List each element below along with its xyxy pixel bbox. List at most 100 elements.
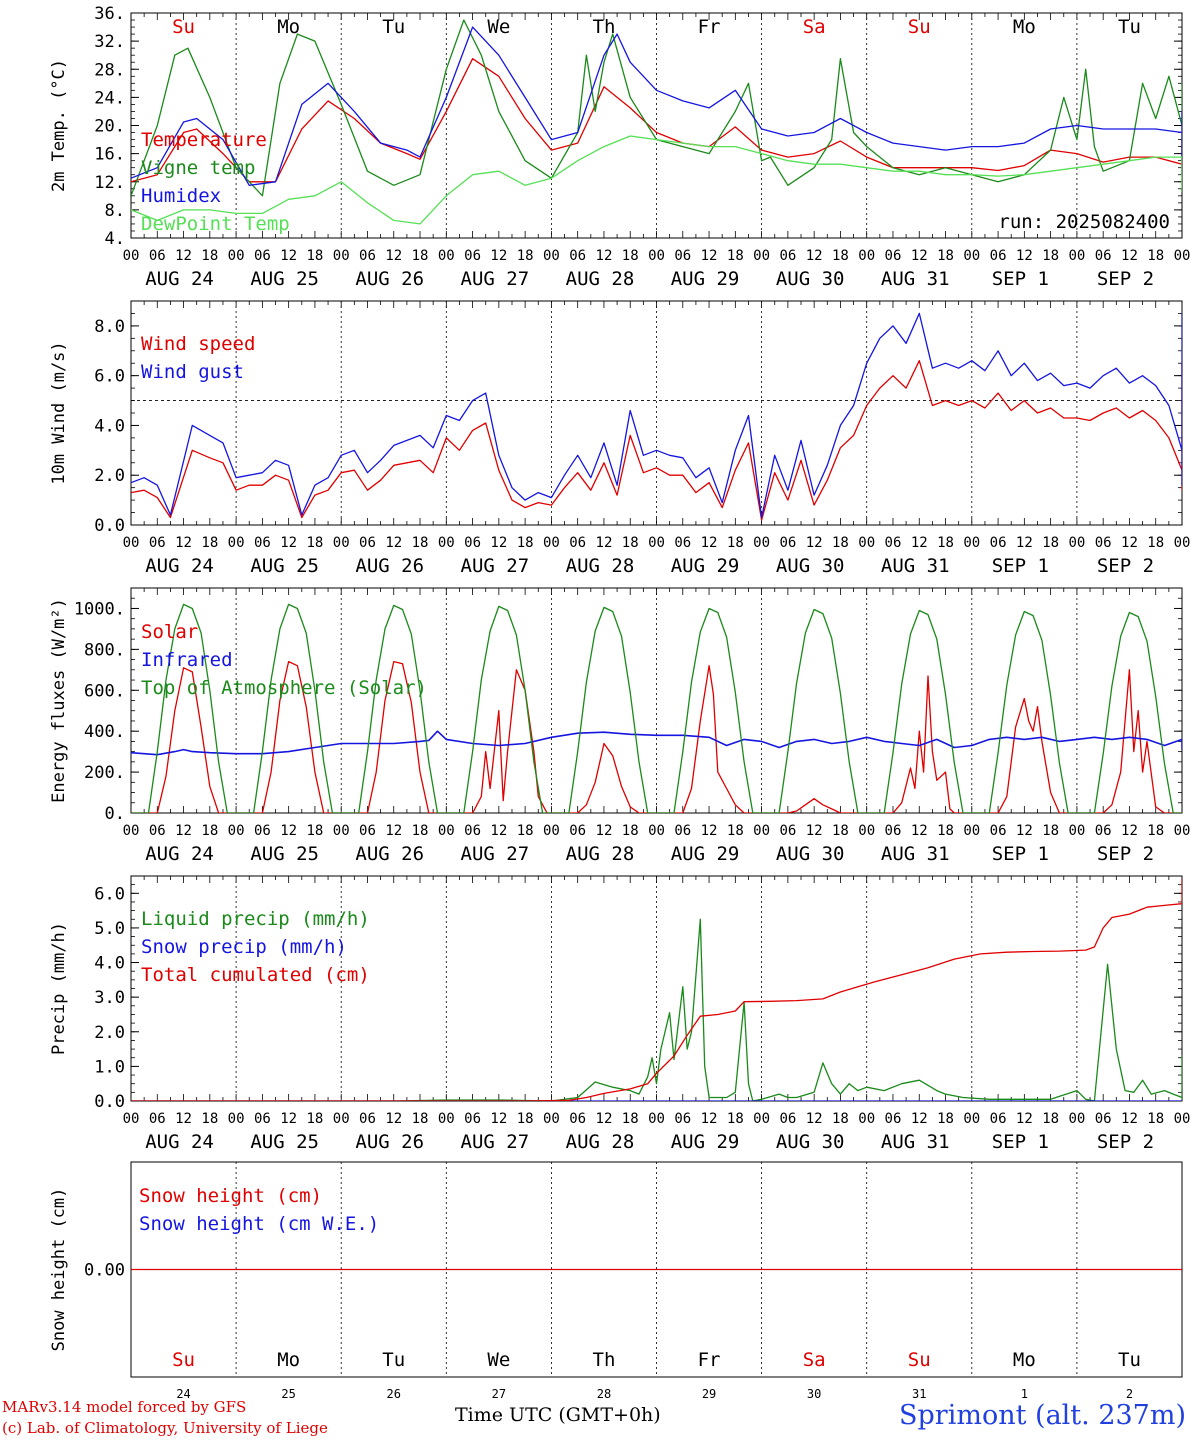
x-hour-label: 18 bbox=[727, 823, 744, 839]
day-number: 30 bbox=[807, 1387, 821, 1401]
legend-entry: Snow height (cm) bbox=[139, 1185, 322, 1207]
y-tick-label: 12. bbox=[94, 173, 125, 193]
x-hour-label: 00 bbox=[228, 823, 245, 839]
panel-2: 8.0 6.0 4.0 2.0 0.0 10m Wind (m/s) Wind speed W… bbox=[49, 300, 1190, 577]
x-hour-label: 18 bbox=[1147, 1111, 1164, 1127]
x-hour-label: 18 bbox=[1042, 535, 1059, 551]
day-label: Th bbox=[593, 16, 616, 38]
x-hour-label: 00 bbox=[1068, 1111, 1085, 1127]
x-hour-label: 18 bbox=[622, 823, 639, 839]
x-hour-label: 00 bbox=[228, 1111, 245, 1127]
x-date-label: AUG 30 bbox=[776, 843, 845, 865]
x-hour-label: 06 bbox=[569, 248, 586, 264]
x-hour-label: 06 bbox=[254, 1111, 271, 1127]
y-tick-label: 2.0 bbox=[94, 1023, 125, 1043]
x-hour-label: 18 bbox=[727, 248, 744, 264]
day-label: Fr bbox=[698, 16, 721, 38]
legend-entry: Snow precip (mm/h) bbox=[141, 936, 347, 958]
legend-entry: Infrared bbox=[141, 649, 233, 671]
x-date-label: AUG 28 bbox=[566, 843, 635, 865]
x-hour-label: 12 bbox=[1121, 1111, 1138, 1127]
x-date-label: SEP 1 bbox=[992, 268, 1049, 290]
y-tick-label: 20. bbox=[94, 117, 125, 137]
x-hour-label: 12 bbox=[490, 535, 507, 551]
x-date-label: AUG 31 bbox=[881, 843, 950, 865]
x-hour-label: 12 bbox=[596, 823, 613, 839]
x-hour-label: 06 bbox=[569, 535, 586, 551]
x-hour-label: 06 bbox=[254, 823, 271, 839]
series-line-solar bbox=[131, 660, 1182, 813]
x-hour-label: 12 bbox=[1016, 535, 1033, 551]
legend-entry: Vigne temp bbox=[141, 157, 255, 179]
x-hour-label: 18 bbox=[306, 248, 323, 264]
day-label: Tu bbox=[382, 1349, 405, 1371]
x-date-label: AUG 24 bbox=[145, 1131, 214, 1153]
x-date-label: AUG 29 bbox=[671, 268, 740, 290]
x-hour-label: 00 bbox=[1068, 535, 1085, 551]
x-hour-label: 00 bbox=[123, 248, 140, 264]
x-hour-label: 06 bbox=[990, 535, 1007, 551]
y-tick-label: 6.0 bbox=[94, 367, 125, 387]
x-hour-label: 00 bbox=[333, 535, 350, 551]
x-hour-label: 00 bbox=[648, 1111, 665, 1127]
x-hour-label: 06 bbox=[149, 1111, 166, 1127]
x-hour-label: 06 bbox=[779, 248, 796, 264]
x-hour-label: 12 bbox=[911, 1111, 928, 1127]
x-hour-label: 00 bbox=[858, 248, 875, 264]
day-label: Sa bbox=[803, 1349, 826, 1371]
x-hour-label: 00 bbox=[648, 823, 665, 839]
y-tick-label: 28. bbox=[94, 60, 125, 80]
x-hour-label: 00 bbox=[543, 823, 560, 839]
x-hour-label: 12 bbox=[806, 535, 823, 551]
x-hour-label: 06 bbox=[990, 248, 1007, 264]
credit-model: MARv3.14 model forced by GFS bbox=[2, 1398, 247, 1416]
x-date-label: AUG 28 bbox=[566, 1131, 635, 1153]
x-date-label: AUG 26 bbox=[355, 555, 424, 577]
y-tick-label: 32. bbox=[94, 32, 125, 52]
x-hour-label: 00 bbox=[858, 823, 875, 839]
x-hour-label: 00 bbox=[648, 248, 665, 264]
x-hour-label: 12 bbox=[280, 823, 297, 839]
x-hour-label: 18 bbox=[517, 248, 534, 264]
x-hour-label: 12 bbox=[175, 823, 192, 839]
credit-lab: (c) Lab. of Climatology, University of L… bbox=[2, 1419, 328, 1437]
x-date-label: AUG 27 bbox=[461, 268, 530, 290]
x-hour-label: 06 bbox=[674, 1111, 691, 1127]
x-date-label: AUG 26 bbox=[355, 268, 424, 290]
x-hour-label: 12 bbox=[701, 535, 718, 551]
series-line-total-cumulated-cm- bbox=[131, 878, 1182, 1101]
series-line-humidex bbox=[131, 26, 1182, 186]
y-tick-label: 8.0 bbox=[94, 317, 125, 337]
day-label: We bbox=[487, 1349, 510, 1371]
x-date-label: SEP 2 bbox=[1097, 1131, 1154, 1153]
x-hour-label: 06 bbox=[885, 1111, 902, 1127]
x-hour-label: 00 bbox=[858, 1111, 875, 1127]
x-hour-label: 18 bbox=[832, 823, 849, 839]
x-hour-label: 00 bbox=[1174, 1111, 1191, 1127]
x-hour-label: 18 bbox=[201, 535, 218, 551]
y-tick-label: 200. bbox=[84, 763, 125, 783]
x-date-label: AUG 29 bbox=[671, 1131, 740, 1153]
x-date-label: AUG 26 bbox=[355, 843, 424, 865]
x-hour-label: 18 bbox=[1147, 823, 1164, 839]
x-hour-label: 12 bbox=[1016, 823, 1033, 839]
x-hour-label: 12 bbox=[911, 823, 928, 839]
x-hour-label: 18 bbox=[622, 1111, 639, 1127]
x-hour-label: 06 bbox=[149, 248, 166, 264]
x-hour-label: 06 bbox=[885, 535, 902, 551]
x-date-label: AUG 28 bbox=[566, 555, 635, 577]
x-hour-label: 18 bbox=[412, 823, 429, 839]
x-hour-label: 12 bbox=[596, 1111, 613, 1127]
x-hour-label: 06 bbox=[464, 823, 481, 839]
series-group bbox=[131, 19, 1182, 225]
x-hour-label: 00 bbox=[963, 1111, 980, 1127]
x-hour-label: 06 bbox=[990, 823, 1007, 839]
series-line-wind-speed bbox=[131, 360, 1182, 521]
legend-entry: Liquid precip (mm/h) bbox=[141, 908, 370, 930]
x-date-label: AUG 29 bbox=[671, 555, 740, 577]
series-line-dewpoint-temp bbox=[131, 135, 1182, 225]
y-axis-title: Snow height (cm) bbox=[49, 1188, 69, 1352]
x-hour-label: 06 bbox=[359, 248, 376, 264]
x-hour-label: 00 bbox=[753, 248, 770, 264]
x-hour-label: 00 bbox=[438, 823, 455, 839]
